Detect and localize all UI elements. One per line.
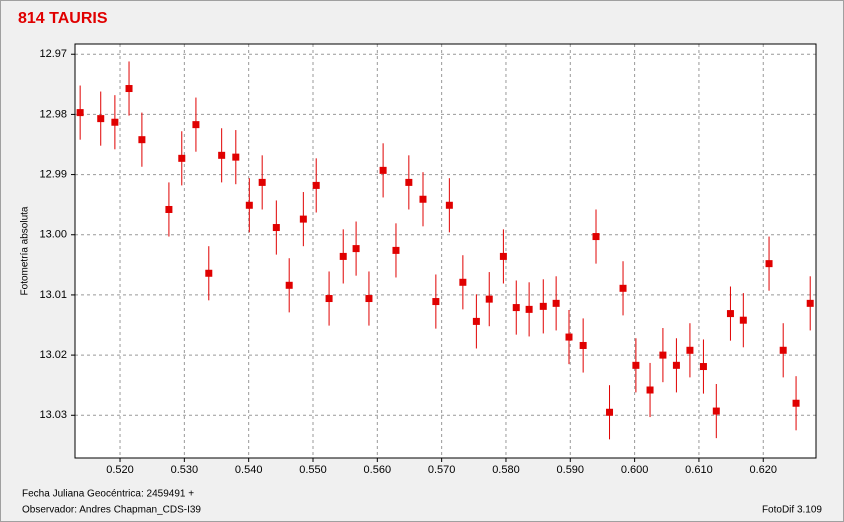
data-point xyxy=(405,178,413,186)
data-point xyxy=(138,136,146,144)
data-point xyxy=(792,399,800,407)
data-point xyxy=(459,278,467,286)
y-tick-label: 12.99 xyxy=(39,168,67,180)
y-tick-label: 12.97 xyxy=(39,48,67,60)
data-point xyxy=(485,295,493,303)
data-point xyxy=(192,121,200,129)
data-point xyxy=(632,361,640,369)
data-point xyxy=(565,333,573,341)
plot-area xyxy=(75,44,816,458)
data-point xyxy=(739,316,747,324)
data-point xyxy=(325,295,333,303)
data-point xyxy=(258,178,266,186)
chart-title: 814 TAURIS xyxy=(18,10,108,27)
y-tick-label: 13.02 xyxy=(39,349,67,361)
data-point xyxy=(445,201,453,209)
data-point xyxy=(779,346,787,354)
data-point xyxy=(686,346,694,354)
data-point xyxy=(552,299,560,307)
x-tick-label: 0.550 xyxy=(299,464,327,476)
x-tick-label: 0.610 xyxy=(685,464,713,476)
data-point xyxy=(472,317,480,325)
data-point xyxy=(232,153,240,161)
y-tick-label: 13.03 xyxy=(39,409,67,421)
data-point xyxy=(765,260,773,268)
x-tick-label: 0.540 xyxy=(235,464,263,476)
x-tick-label: 0.530 xyxy=(171,464,199,476)
data-point xyxy=(539,302,547,310)
observer: Observador: Andres Chapman_CDS-I39 xyxy=(22,505,201,516)
data-point xyxy=(218,151,226,159)
data-point xyxy=(646,386,654,394)
plot-border xyxy=(74,43,817,459)
data-point xyxy=(285,281,293,289)
data-point xyxy=(97,115,105,123)
data-point xyxy=(499,252,507,260)
data-point xyxy=(726,310,734,318)
y-tick-label: 13.00 xyxy=(39,229,67,241)
data-point xyxy=(712,407,720,415)
data-point xyxy=(165,205,173,213)
data-point xyxy=(178,154,186,162)
data-point xyxy=(432,298,440,306)
data-point xyxy=(245,201,253,209)
x-tick-label: 0.580 xyxy=(492,464,520,476)
x-axis-label: Fecha Juliana Geocéntrica: 2459491 + xyxy=(22,489,194,500)
x-tick-label: 0.520 xyxy=(106,464,134,476)
software: FotoDif 3.109 xyxy=(762,505,822,516)
data-point xyxy=(111,118,119,126)
data-point xyxy=(579,341,587,349)
data-point xyxy=(699,363,707,371)
x-tick-label: 0.600 xyxy=(621,464,649,476)
data-point xyxy=(352,245,360,253)
data-point xyxy=(606,408,614,416)
data-point xyxy=(299,215,307,223)
y-tick-label: 12.98 xyxy=(39,108,67,120)
data-point xyxy=(419,195,427,203)
data-point xyxy=(659,351,667,359)
data-point xyxy=(512,304,520,312)
data-point xyxy=(76,109,84,117)
data-point xyxy=(525,305,533,313)
data-point xyxy=(312,181,320,189)
data-point xyxy=(619,284,627,292)
data-point xyxy=(272,224,280,232)
x-tick-label: 0.620 xyxy=(749,464,777,476)
data-point xyxy=(379,166,387,174)
y-tick-label: 13.01 xyxy=(39,289,67,301)
x-tick-label: 0.590 xyxy=(557,464,585,476)
y-axis-label: Fotometría absoluta xyxy=(20,206,31,295)
data-point xyxy=(592,233,600,241)
data-point xyxy=(205,269,213,277)
data-point xyxy=(125,85,133,93)
data-point xyxy=(672,361,680,369)
data-point xyxy=(339,252,347,260)
data-point xyxy=(392,246,400,254)
data-point xyxy=(365,295,373,303)
x-tick-label: 0.560 xyxy=(364,464,392,476)
data-point xyxy=(806,299,814,307)
x-tick-label: 0.570 xyxy=(428,464,456,476)
